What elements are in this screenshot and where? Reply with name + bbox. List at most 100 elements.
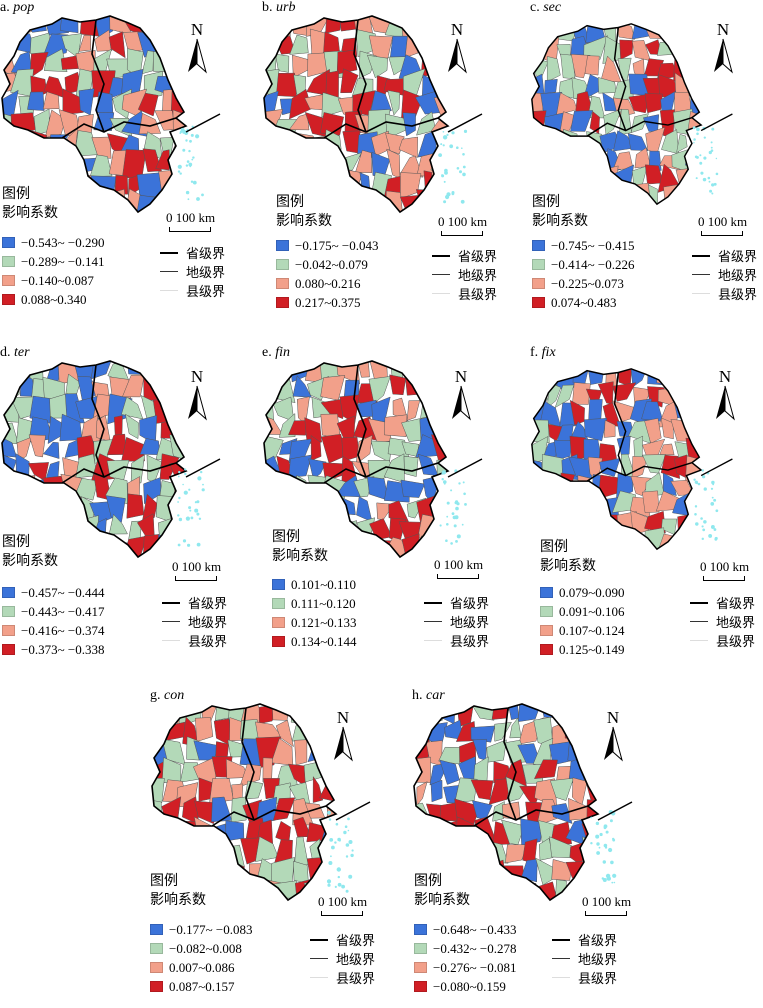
county-region xyxy=(59,193,85,212)
county-region xyxy=(421,535,439,557)
county-region xyxy=(194,717,214,742)
boundary-legend-row: 县级界 xyxy=(162,631,227,650)
coastal-islands xyxy=(693,469,719,541)
boundary-legend: 省级界 地级界 县级界 xyxy=(162,593,227,650)
island xyxy=(442,131,445,133)
county-region xyxy=(73,538,100,556)
boundary-line-symbol xyxy=(690,640,708,641)
legend-swatch xyxy=(276,297,289,308)
county-region xyxy=(264,156,280,171)
island xyxy=(710,141,713,144)
legend-class-row: −0.225~0.073 xyxy=(532,274,634,293)
county-region xyxy=(152,838,166,863)
island xyxy=(711,496,714,499)
island xyxy=(330,855,332,858)
provincial-boundary xyxy=(1,15,188,214)
legend-title: 图例 xyxy=(272,530,300,545)
boundary-legend-row: 县级界 xyxy=(552,968,617,987)
north-arrow-icon: N xyxy=(714,20,733,74)
county-region xyxy=(687,23,702,42)
county-region xyxy=(173,476,186,500)
island xyxy=(711,183,715,187)
county-region xyxy=(432,519,448,539)
scale-bar: 0 100 km xyxy=(438,214,487,236)
county-region xyxy=(227,883,251,900)
county-region xyxy=(606,165,619,191)
county-region xyxy=(294,878,315,900)
county-region xyxy=(61,517,80,543)
county-region xyxy=(417,28,437,53)
map-panel-car: h. car N 图例 影响系数 −0.648~ −0.433 −0.432~ −… xyxy=(412,688,662,1008)
north-arrow-icon: N xyxy=(188,20,207,74)
county-region xyxy=(340,535,360,557)
legend-class-label: −0.080~0.159 xyxy=(433,978,506,994)
north-arrow-icon: N xyxy=(334,708,353,762)
county-region xyxy=(293,152,314,177)
county-region xyxy=(320,398,345,420)
boundary-label: 省级界 xyxy=(718,249,758,264)
island xyxy=(177,475,180,478)
county-region xyxy=(327,495,344,523)
county-region xyxy=(644,93,663,114)
panel-title: h. car xyxy=(412,688,445,703)
county-region xyxy=(307,474,328,494)
county-region xyxy=(400,479,426,498)
island xyxy=(598,846,601,849)
island xyxy=(438,153,442,158)
island xyxy=(189,165,192,168)
county-region xyxy=(470,725,496,743)
county-region xyxy=(531,42,542,64)
county-region xyxy=(660,90,677,115)
county-region xyxy=(2,128,20,159)
island xyxy=(182,539,187,543)
legend-swatch xyxy=(532,278,545,289)
county-region xyxy=(62,88,84,116)
county-region xyxy=(327,522,347,545)
legend-swatch xyxy=(272,598,285,609)
legend-swatch xyxy=(2,275,15,286)
island xyxy=(710,146,713,149)
county-region xyxy=(547,25,556,42)
county-region xyxy=(531,131,549,155)
island xyxy=(692,126,696,130)
boundary-line-symbol xyxy=(552,938,570,941)
county-region xyxy=(549,777,574,801)
county-region xyxy=(340,68,359,94)
island xyxy=(455,540,458,543)
island xyxy=(713,182,717,186)
island xyxy=(446,515,449,518)
boundary-label: 省级界 xyxy=(578,933,618,948)
county-region xyxy=(424,704,449,724)
provincial-boundary xyxy=(263,360,450,559)
county-region xyxy=(170,495,186,521)
county-region xyxy=(2,28,20,51)
island xyxy=(715,172,719,176)
arrow-shape xyxy=(196,385,207,421)
county-region xyxy=(615,184,637,205)
legend-class-label: 0.079~0.090 xyxy=(559,584,625,600)
legend-class-row: −0.177~ −0.083 xyxy=(150,920,252,939)
island xyxy=(337,837,341,842)
county-region xyxy=(108,513,128,535)
county-region xyxy=(274,16,291,37)
county-region xyxy=(180,843,193,859)
island xyxy=(180,128,185,132)
county-region xyxy=(477,836,492,865)
boundary-label: 地级界 xyxy=(450,615,490,630)
boundary-legend-row: 省级界 xyxy=(692,246,757,265)
scale-bar: 0 100 km xyxy=(700,559,749,581)
county-region xyxy=(418,16,437,34)
county-region xyxy=(505,844,529,864)
island xyxy=(462,481,465,484)
county-region xyxy=(322,172,346,196)
county-region xyxy=(576,135,587,149)
legend-class-row: −0.140~0.087 xyxy=(2,271,104,290)
county-region xyxy=(689,127,702,156)
island xyxy=(194,508,199,513)
boundary-legend-row: 地级界 xyxy=(424,612,489,631)
county-region xyxy=(288,113,310,131)
county-region xyxy=(619,39,634,60)
island xyxy=(708,533,713,538)
county-region xyxy=(94,29,113,52)
county-region xyxy=(108,31,126,59)
